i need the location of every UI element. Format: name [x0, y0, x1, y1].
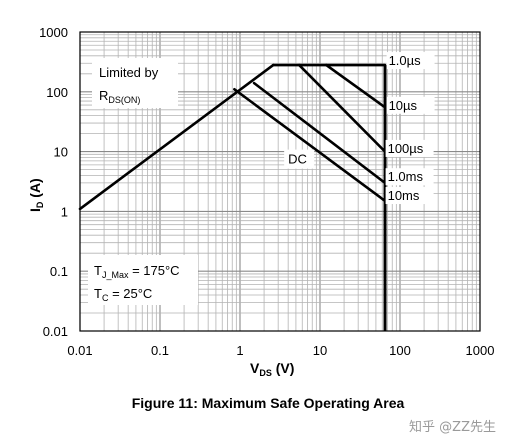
rds-limit-line — [78, 63, 275, 211]
tj-max-label: TJ_Max = 175°C — [94, 263, 180, 280]
line-label-DC: DC — [288, 152, 307, 167]
temperature-box — [88, 255, 198, 305]
line-label-1-0-s: 1.0µs — [389, 53, 422, 68]
x-tick-label: 0.1 — [151, 343, 169, 358]
line-label-1-0ms: 1.0ms — [388, 169, 424, 184]
watermark-text: 知乎 @ZZ先生 — [409, 419, 496, 435]
dc-label-background — [284, 149, 315, 169]
line-label-100-s: 100µs — [388, 141, 424, 156]
line-label-background — [386, 96, 435, 114]
y-tick-label: 100 — [46, 85, 68, 100]
series-line-DC — [233, 88, 387, 203]
x-axis-title: VDS (V) — [250, 360, 294, 378]
y-tick-label: 10 — [54, 145, 68, 160]
y-tick-label: 1000 — [39, 25, 68, 40]
line-label-background — [386, 52, 435, 70]
y-tick-label: 1 — [61, 204, 68, 219]
tc-label: TC = 25°C — [94, 286, 152, 303]
rds-on-label: RDS(ON) — [99, 88, 140, 105]
line-label-10ms: 10ms — [388, 188, 420, 203]
x-tick-label: 1 — [236, 343, 243, 358]
limited-by-box — [92, 58, 178, 108]
line-label-background — [385, 139, 434, 157]
line-label-10-s: 10µs — [389, 98, 418, 113]
y-tick-label: 0.1 — [50, 264, 68, 279]
line-labels: 1.0µs 10µs 100µs 1.0ms 10ms DC — [284, 52, 435, 205]
plot-frame — [79, 31, 481, 332]
x-tick-label: 0.01 — [67, 343, 92, 358]
series-line-1-0ms — [252, 81, 387, 185]
tick-labels: 0.01 0.1 1 10 100 1000 0.01 0.1 1 10 100 1000 — [39, 25, 494, 358]
x-tick-label: 1000 — [466, 343, 495, 358]
soa-lines — [78, 63, 387, 331]
line-label-background — [385, 168, 434, 186]
x-tick-label: 100 — [389, 343, 411, 358]
limited-by-text: Limited by — [99, 65, 159, 80]
line-label-background — [385, 187, 434, 205]
series-line-10-s — [324, 63, 387, 109]
figure-caption: Figure 11: Maximum Safe Operating Area — [132, 395, 405, 411]
series-line-100-s — [297, 63, 387, 153]
x-tick-label: 10 — [313, 343, 327, 358]
y-tick-label: 0.01 — [43, 324, 68, 339]
y-axis-title: ID (A) — [27, 178, 45, 212]
